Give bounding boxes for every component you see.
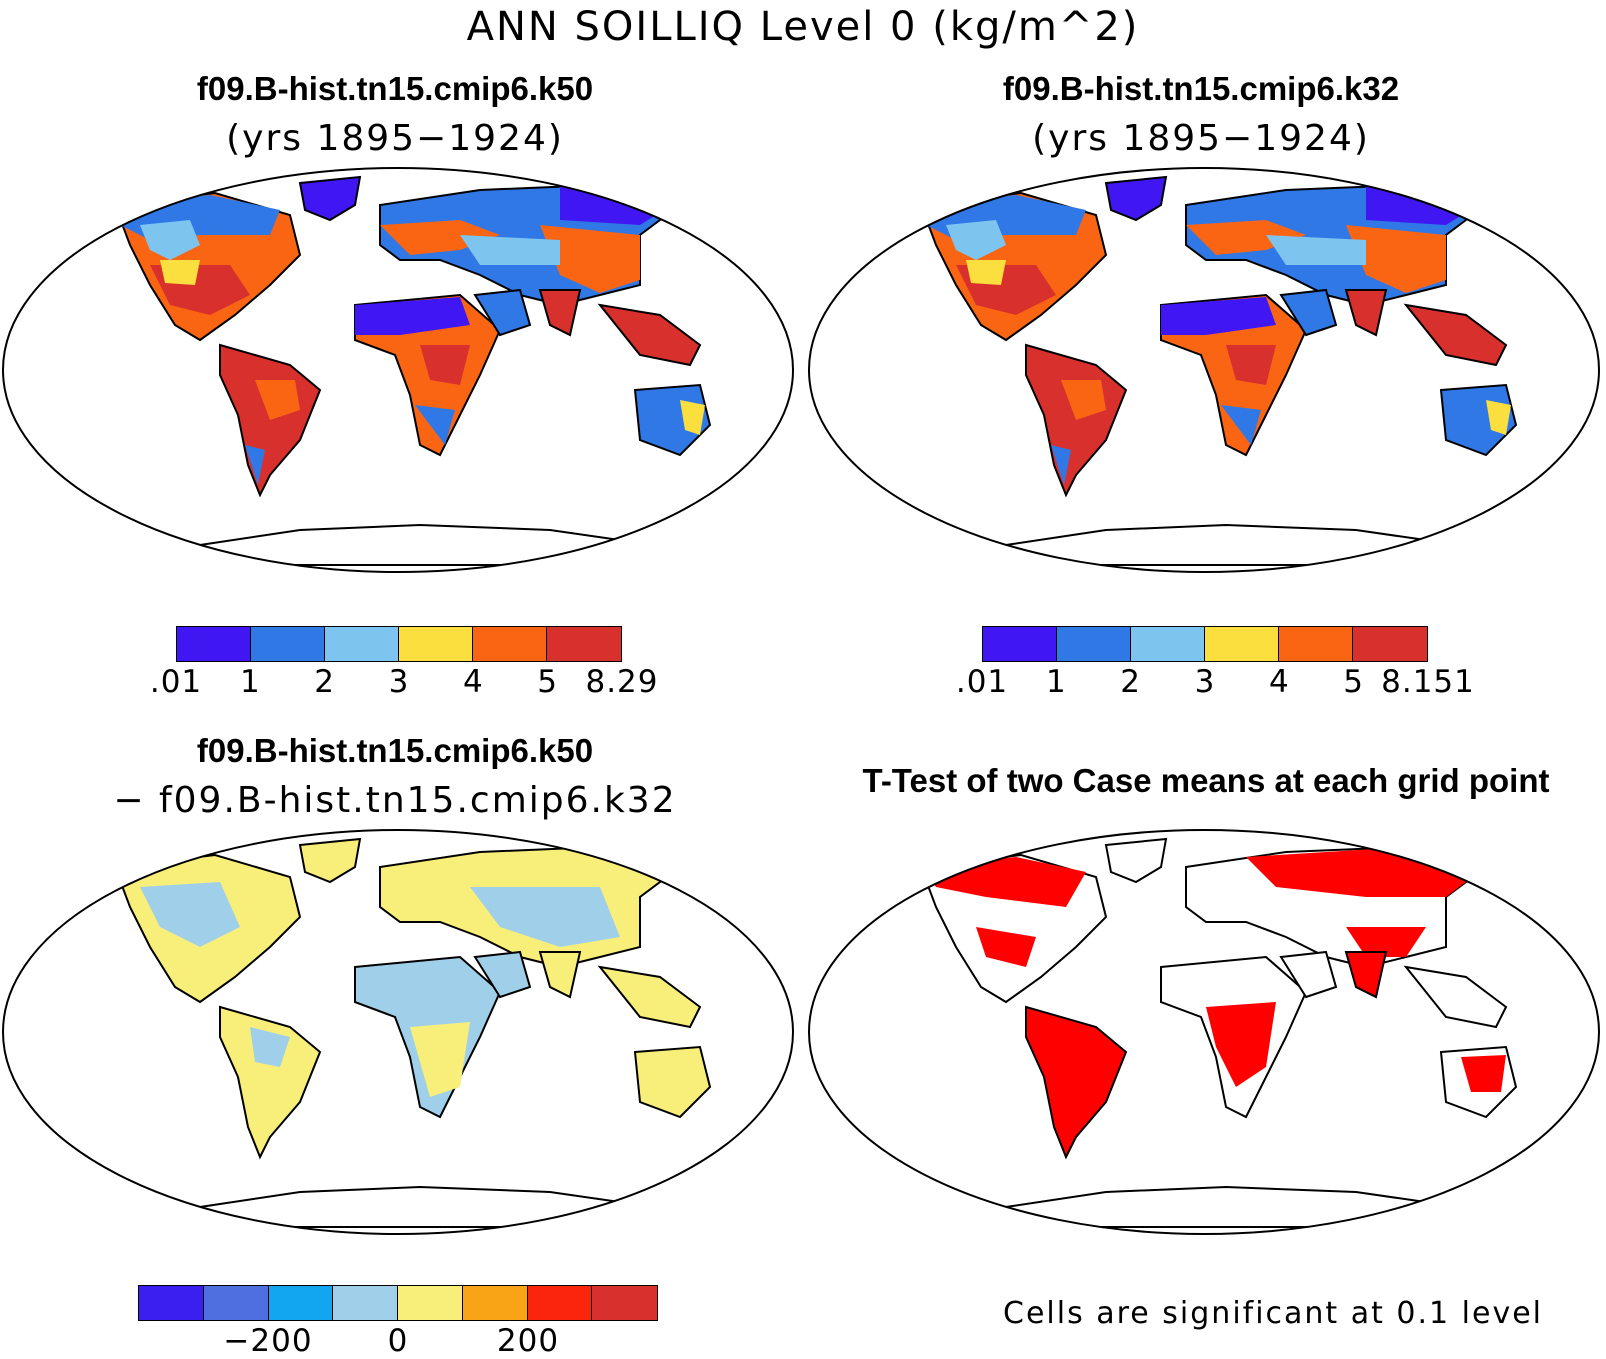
colorbar-tick-label: 5 bbox=[1343, 664, 1365, 700]
colorbar-swatch bbox=[268, 1286, 334, 1320]
colorbar-swatch bbox=[527, 1286, 593, 1320]
colorbar-swatch bbox=[203, 1286, 269, 1320]
colorbar-tick-label: 3 bbox=[1194, 664, 1216, 700]
colorbar-swatch bbox=[1278, 627, 1353, 661]
panel-title-top-left: f09.B-hist.tn15.cmip6.k50 bbox=[196, 70, 594, 107]
significance-note: Cells are significant at 0.1 level bbox=[1003, 1296, 1544, 1331]
colorbar-swatch bbox=[139, 1286, 204, 1320]
colorbar-swatch bbox=[1204, 627, 1279, 661]
colorbar-tick-label: 1 bbox=[239, 664, 261, 700]
colorbar-top-right bbox=[982, 626, 1428, 662]
panel-subtitle-top-right: (yrs 1895−1924) bbox=[1032, 118, 1370, 159]
colorbar-top-left bbox=[176, 626, 622, 662]
map-top-right bbox=[808, 167, 1600, 573]
colorbar-tick-label: 4 bbox=[1268, 664, 1290, 700]
colorbar-swatch bbox=[546, 627, 621, 661]
figure-title: ANN SOILLIQ Level 0 (kg/m^2) bbox=[466, 4, 1140, 50]
panel-title-top-right: f09.B-hist.tn15.cmip6.k32 bbox=[1002, 70, 1400, 107]
panel-subtitle-top-left: (yrs 1895−1924) bbox=[226, 118, 564, 159]
colorbar-tick-label: 5 bbox=[537, 664, 559, 700]
colorbar-swatch bbox=[1130, 627, 1205, 661]
colorbar-swatch bbox=[333, 1286, 398, 1320]
map-bottom-right bbox=[808, 829, 1600, 1235]
colorbar-tick-label: .01 bbox=[149, 664, 203, 700]
colorbar-tick-label: 200 bbox=[496, 1323, 560, 1359]
panel-title-bottom-right: T-Test of two Case means at each grid po… bbox=[862, 762, 1550, 799]
map-bottom-left bbox=[2, 829, 794, 1235]
colorbar-tick-label: 3 bbox=[388, 664, 410, 700]
colorbar-swatch bbox=[462, 1286, 528, 1320]
colorbar-tick-label: 0 bbox=[387, 1323, 409, 1359]
colorbar-tick-label: 8.151 bbox=[1381, 664, 1475, 700]
colorbar-swatch bbox=[983, 627, 1057, 661]
colorbar-swatch bbox=[398, 627, 473, 661]
panel-title-bottom-left: f09.B-hist.tn15.cmip6.k50 bbox=[196, 732, 594, 769]
colorbar-tick-label: .01 bbox=[955, 664, 1009, 700]
colorbar-tick-label: 8.29 bbox=[585, 664, 659, 700]
colorbar-swatch bbox=[324, 627, 399, 661]
colorbar-tick-label: 2 bbox=[314, 664, 336, 700]
colorbar-swatch bbox=[592, 1286, 657, 1320]
colorbar-tick-label: 1 bbox=[1045, 664, 1067, 700]
map-top-left bbox=[2, 167, 794, 573]
colorbar-swatch bbox=[398, 1286, 463, 1320]
colorbar-swatch bbox=[1352, 627, 1427, 661]
colorbar-bottom-left bbox=[138, 1285, 658, 1321]
colorbar-swatch bbox=[1056, 627, 1131, 661]
colorbar-swatch bbox=[250, 627, 325, 661]
colorbar-swatch bbox=[177, 627, 251, 661]
colorbar-swatch bbox=[472, 627, 547, 661]
colorbar-tick-label: 4 bbox=[462, 664, 484, 700]
colorbar-tick-label: 2 bbox=[1120, 664, 1142, 700]
panel-subtitle-bottom-left: − f09.B-hist.tn15.cmip6.k32 bbox=[113, 780, 677, 821]
colorbar-tick-label: −200 bbox=[223, 1323, 313, 1359]
